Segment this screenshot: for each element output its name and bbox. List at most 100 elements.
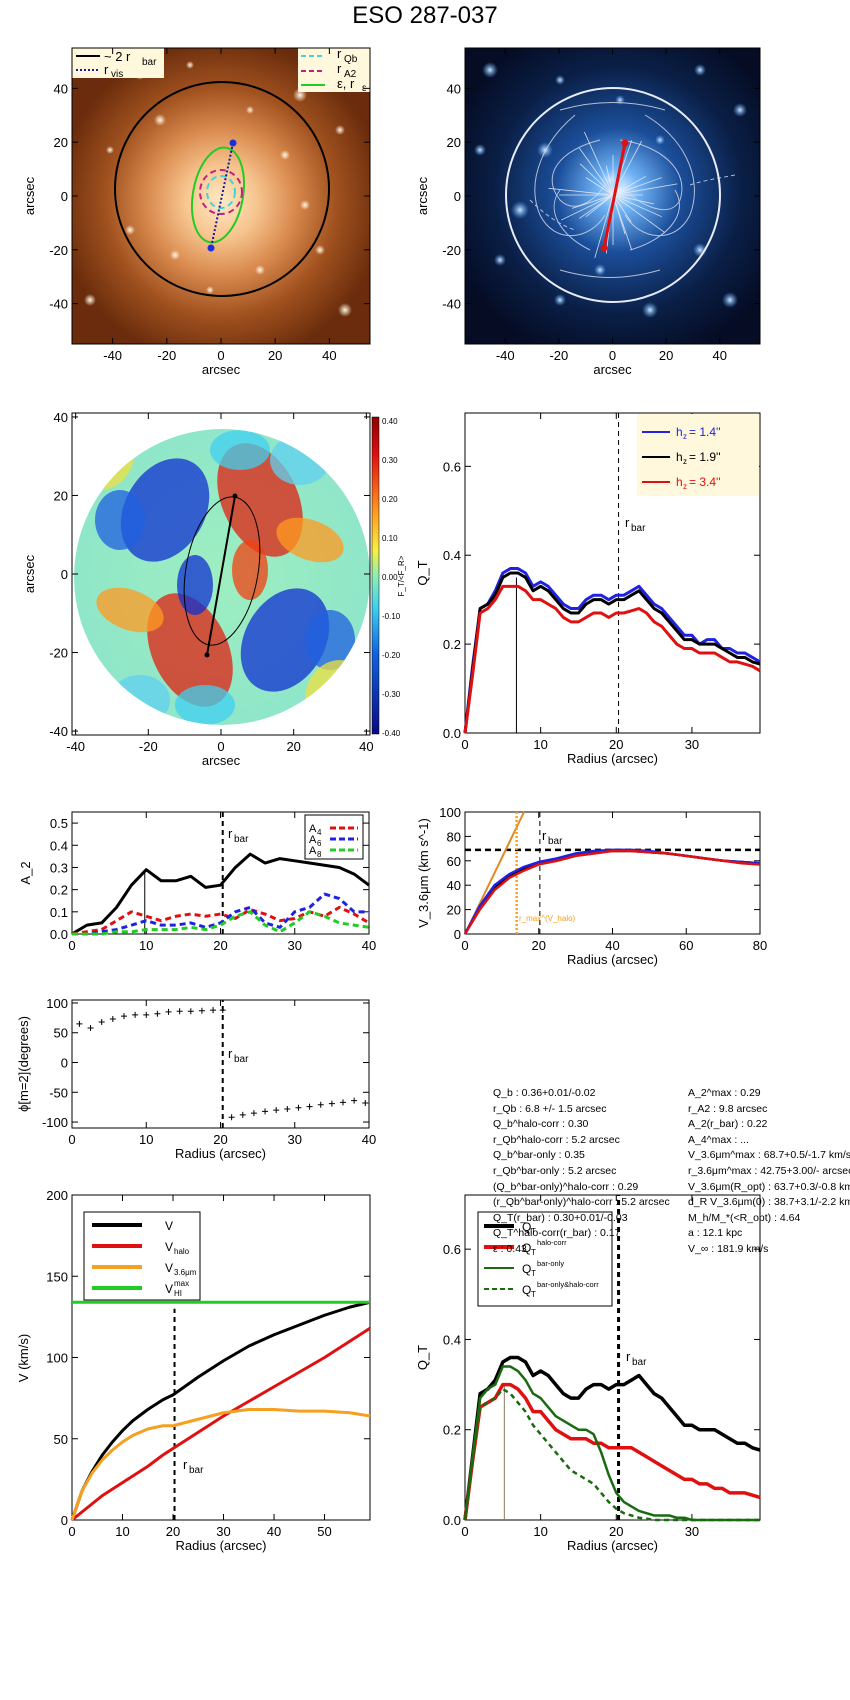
rbar-label: r [228,1046,233,1061]
x-tick-label: 20 [213,1132,227,1147]
y-tick-label: 0.3 [50,860,68,875]
y-tick-label: 0.1 [50,905,68,920]
x-tick-label: 0 [217,739,224,754]
x-tick-label: 0 [68,1524,75,1539]
x-tick-label: -40 [103,348,122,363]
x-tick-label: 0 [68,938,75,953]
phase-point [210,1007,217,1014]
y-tick-label: -50 [49,1085,68,1100]
x-tick-label: 30 [216,1524,230,1539]
x-tick-label: 30 [288,1132,302,1147]
rbar-sub: bar [548,836,563,847]
a2-series [72,910,370,936]
v36-series [463,849,761,935]
legend-sup: bar-only [537,1259,564,1268]
y-tick-label: 40 [54,410,68,425]
rbar-sub: bar [631,523,646,534]
rbar-sub: bar [189,1465,204,1476]
legend-label: Q [522,1241,531,1255]
x-axis-label: arcsec [202,753,241,768]
x-tick-label: 0 [68,1132,75,1147]
y-tick-label: 0.4 [50,838,68,853]
x-tick-label: 20 [213,938,227,953]
param-line: Q_b^halo-corr : 0.30 [493,1118,589,1131]
x-tick-label: 0 [217,348,224,363]
param-line: M_h/M_*(<R_opt) : 4.64 [688,1211,801,1224]
legend-sub: 8 [317,850,322,859]
y-tick-label: 80 [447,829,461,844]
x-tick-label: 20 [532,938,546,953]
param-line: V_3.6μm(R_opt) : 63.7+0.3/-0.8 km/s [688,1180,850,1193]
rotcurve-series [70,1408,371,1521]
legend-sup: max [174,1279,189,1288]
legend-sub: z [683,432,687,441]
x-tick-label: 0 [461,1524,468,1539]
panel2-axes: -40 -20 0 20 40 -40 -20 0 20 40 arcsec arcsec [415,47,761,377]
legend-label: V [165,1282,173,1296]
qtcorr-series [463,1387,760,1522]
y-tick-label: 40 [447,81,461,96]
phase-point [154,1010,161,1017]
y-tick-label: 60 [447,854,461,869]
param-line: Q_T(r_bar) : 0.30+0.01/-0.03 [493,1211,628,1224]
a2-series [71,852,370,936]
legend-sup: bar-only&halo-corr [537,1280,599,1289]
y-tick-label: 0.2 [443,637,461,652]
colorbar-tick: -0.30 [382,690,401,699]
page-title: ESO 287-037 [352,2,498,29]
phase-point [250,1110,257,1117]
x-tick-label: 0 [609,348,616,363]
colorbar-tick: 0.00 [382,573,398,582]
x-tick-label: 40 [362,1132,376,1147]
phase-point [328,1100,335,1107]
x-tick-label: 40 [359,739,373,754]
x-axis-label: arcsec [202,362,241,377]
x-tick-label: -40 [496,348,515,363]
y-tick-label: 200 [46,1188,68,1203]
param-line: Q_b^bar-only : 0.35 [493,1149,585,1162]
legend-label: V [165,1261,173,1275]
x-axis-label: Radius (arcsec) [567,751,658,766]
phase-point [351,1097,358,1104]
param-line: (Q_b^bar-only)^halo-corr : 0.29 [493,1180,639,1193]
y-tick-label: 0.4 [443,548,461,563]
y-axis-label: ϕ[m=2](degrees) [16,1016,31,1112]
legend-sub: T [531,1227,536,1236]
param-line: r_Qb : 6.8 +/- 1.5 arcsec [493,1102,607,1115]
phase-point [219,1007,226,1014]
colorbar-tick: -0.20 [382,651,401,660]
y-tick-label: 0 [61,1513,68,1528]
param-line: V_3.6μm^max : 68.7+0.5/-1.7 km/s [688,1149,850,1162]
x-axis-label: Radius (arcsec) [567,952,658,967]
phase-point [306,1103,313,1110]
qt-series [463,571,761,734]
legend-label: V [165,1240,173,1254]
phase-point [362,1100,369,1106]
phase-point [132,1011,139,1018]
x-axis-label: Radius (arcsec) [175,1146,266,1161]
chart-qt-hz: 0 10 20 30 0.0 0.2 0.4 0.6 Radius (arcsec) Q_T r ba… [415,412,761,766]
y-axis-label: Q_T [415,1345,430,1370]
legend-label: Q [522,1262,531,1276]
y-tick-label: -40 [49,724,68,739]
x-tick-label: 40 [322,348,336,363]
y-tick-label: 20 [447,135,461,150]
params-right: A_2^max : 0.29 r_A2 : 9.8 arcsec A_2(r_bar… [688,1086,850,1258]
x-tick-label: 10 [533,737,547,752]
y-tick-label: 20 [447,903,461,918]
x-tick-label: -20 [139,739,158,754]
param-line: Q_b : 0.36+0.01/-0.02 [493,1087,596,1099]
phase-point [228,1114,235,1121]
y-tick-label: 0.0 [443,726,461,741]
colorbar-label: F_T/<F_R> [397,555,406,596]
param-line: r_A2 : 9.8 arcsec [688,1102,768,1115]
x-tick-label: 10 [115,1524,129,1539]
phase-point [109,1016,116,1023]
legend-sub: T [531,1248,536,1257]
y-tick-label: 0.0 [443,1513,461,1528]
y-tick-label: -20 [49,243,68,258]
qtcorr-series [463,1382,761,1521]
panel3-axes: -40 -20 0 20 40 -40 -20 0 20 40 arcsec arcsec [22,410,374,768]
